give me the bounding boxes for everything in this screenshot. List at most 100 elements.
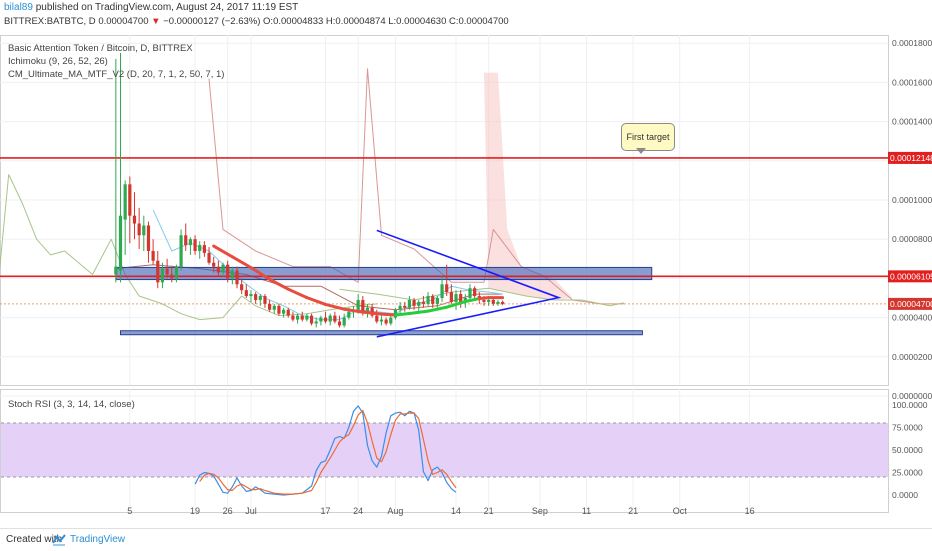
candle-body[interactable] — [375, 315, 379, 322]
candle-body[interactable] — [188, 239, 192, 246]
candle-body[interactable] — [468, 288, 472, 298]
candle-body[interactable] — [146, 225, 151, 251]
candle-body[interactable] — [319, 317, 323, 322]
candle-body[interactable] — [454, 294, 458, 302]
resistance-zone[interactable] — [115, 266, 653, 281]
moving-average-segment — [477, 296, 491, 301]
candle-body[interactable] — [277, 305, 281, 314]
candle-body[interactable] — [212, 262, 216, 267]
candle-body[interactable] — [342, 317, 346, 326]
candle-body[interactable] — [384, 319, 388, 324]
ichimoku-conversion-line — [152, 209, 503, 321]
candle-body[interactable] — [295, 315, 300, 320]
first-target-callout[interactable]: First target — [621, 123, 675, 151]
candle-body[interactable] — [114, 266, 118, 275]
candle-body[interactable] — [202, 245, 206, 253]
candle-body[interactable] — [440, 284, 444, 298]
candle-body[interactable] — [445, 284, 449, 293]
candle-body[interactable] — [216, 266, 220, 273]
chart-canvas[interactable]: 5 19 26 Jul 17 24 Aug 14 21 Sep 11 21 Oct 16 0.0001800… — [0, 0, 932, 528]
candle-body[interactable] — [403, 305, 407, 308]
last-price: 0.00004700 — [98, 16, 149, 27]
candle-body[interactable] — [244, 290, 248, 297]
candle-body[interactable] — [165, 268, 169, 275]
candle-body[interactable] — [221, 264, 225, 273]
candle-body[interactable] — [174, 266, 179, 279]
candle-body[interactable] — [473, 288, 477, 297]
legend-ma[interactable]: CM_Ultimate_MA_MTF_V2 (D, 20, 7, 1, 2, 5… — [8, 69, 225, 80]
candle-body[interactable] — [300, 315, 304, 320]
candle-body[interactable] — [207, 252, 211, 263]
candle-body[interactable] — [128, 184, 132, 216]
candle-body[interactable] — [268, 303, 272, 310]
candle-body[interactable] — [198, 245, 202, 251]
candle-body[interactable] — [170, 274, 174, 279]
candle-body[interactable] — [179, 235, 183, 267]
candle-body[interactable] — [123, 184, 127, 220]
candle-body[interactable] — [365, 307, 370, 312]
candle-body[interactable] — [254, 294, 258, 300]
candle-body[interactable] — [435, 298, 439, 304]
candle-body[interactable] — [309, 315, 314, 324]
candle-body[interactable] — [314, 321, 318, 324]
candle-body[interactable] — [156, 260, 160, 283]
candle-body[interactable] — [459, 294, 463, 302]
candle-body[interactable] — [160, 268, 165, 283]
legend-stoch-rsi[interactable]: Stoch RSI (3, 3, 14, 14, close) — [8, 399, 135, 410]
candle-body[interactable] — [421, 301, 425, 304]
candle-body[interactable] — [482, 299, 486, 302]
candle-body[interactable] — [249, 294, 253, 297]
candle-body[interactable] — [496, 301, 500, 304]
support-zone[interactable] — [120, 330, 643, 336]
candle-body[interactable] — [449, 292, 453, 302]
candle-body[interactable] — [193, 239, 197, 251]
candle-body[interactable] — [501, 301, 505, 304]
candle-body[interactable] — [282, 309, 286, 314]
candle-body[interactable] — [151, 250, 155, 261]
legend-ichimoku[interactable]: Ichimoku (9, 26, 52, 26) — [8, 56, 108, 67]
candle-body[interactable] — [137, 223, 141, 236]
candle-body[interactable] — [337, 321, 342, 326]
candle-body[interactable] — [463, 298, 467, 302]
candle-body[interactable] — [272, 305, 276, 310]
candle-body[interactable] — [142, 225, 146, 236]
time-tick-label: 14 — [451, 506, 461, 516]
candle-body[interactable] — [118, 215, 123, 271]
candle-body[interactable] — [305, 315, 309, 320]
candle-body[interactable] — [286, 309, 290, 316]
candle-body[interactable] — [407, 299, 412, 308]
candle-body[interactable] — [412, 299, 416, 306]
candle-body[interactable] — [235, 270, 239, 285]
candle-body[interactable] — [361, 299, 365, 312]
candle-body[interactable] — [487, 299, 491, 302]
candle-body[interactable] — [263, 296, 267, 304]
candle-body[interactable] — [132, 215, 137, 224]
candle-body[interactable] — [226, 264, 230, 279]
candle-body[interactable] — [379, 319, 384, 322]
candle-body[interactable] — [431, 296, 435, 304]
candle-body[interactable] — [356, 299, 360, 310]
candle-body[interactable] — [240, 284, 244, 291]
candle-body[interactable] — [323, 317, 328, 322]
candle-body[interactable] — [333, 315, 337, 322]
candle-body[interactable] — [398, 305, 402, 310]
candle-body[interactable] — [389, 317, 393, 324]
candle-body[interactable] — [426, 296, 430, 304]
candle-body[interactable] — [417, 301, 421, 306]
legend-instrument[interactable]: Basic Attention Token / Bitcoin, D, BITT… — [8, 43, 193, 54]
tradingview-brand[interactable]: TradingView — [70, 534, 126, 545]
moving-average-segment — [324, 302, 346, 311]
candle-body[interactable] — [230, 270, 234, 279]
candle-body[interactable] — [184, 235, 188, 246]
symmetrical-triangle[interactable] — [376, 229, 562, 338]
candle-body[interactable] — [328, 315, 332, 322]
tradingview-logo-icon[interactable] — [52, 533, 66, 547]
moving-average-segment — [407, 309, 430, 315]
candle-body[interactable] — [347, 311, 351, 318]
candle-body[interactable] — [491, 299, 495, 304]
author-link[interactable]: bilal89 — [4, 2, 33, 13]
candle-body[interactable] — [291, 315, 295, 320]
candle-body[interactable] — [258, 296, 262, 300]
